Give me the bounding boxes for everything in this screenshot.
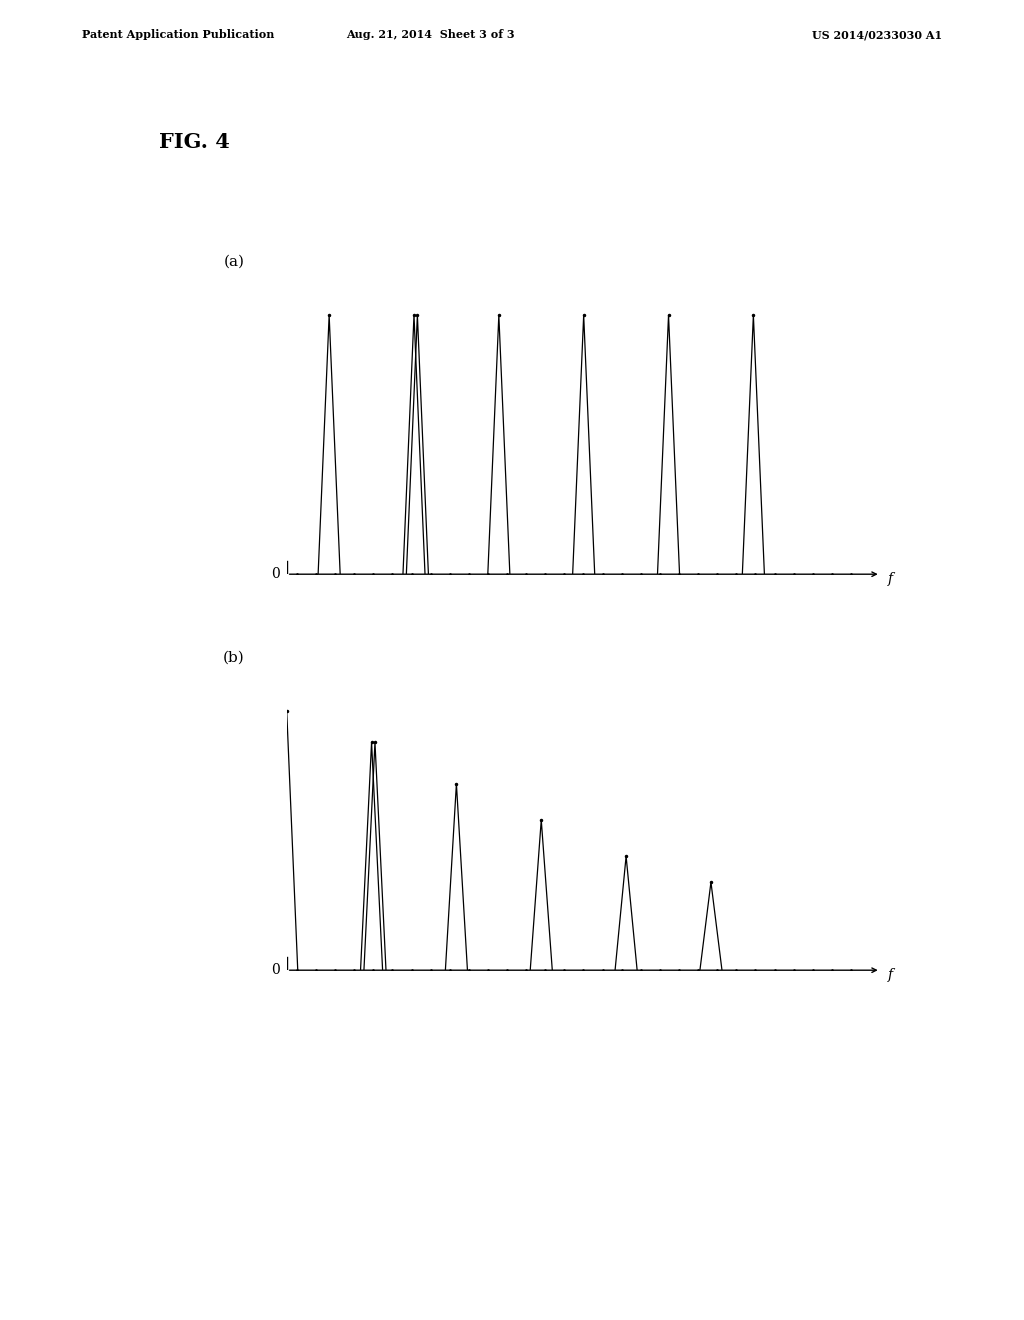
Text: f: f bbox=[888, 573, 893, 586]
Text: 0: 0 bbox=[271, 964, 280, 977]
Text: Aug. 21, 2014  Sheet 3 of 3: Aug. 21, 2014 Sheet 3 of 3 bbox=[346, 29, 514, 40]
Text: f: f bbox=[888, 969, 893, 982]
Text: FIG. 4: FIG. 4 bbox=[159, 132, 229, 152]
Text: (a): (a) bbox=[223, 255, 245, 268]
Text: US 2014/0233030 A1: US 2014/0233030 A1 bbox=[812, 29, 942, 40]
Text: 0: 0 bbox=[271, 568, 280, 581]
Text: (b): (b) bbox=[222, 651, 245, 664]
Text: Patent Application Publication: Patent Application Publication bbox=[82, 29, 274, 40]
